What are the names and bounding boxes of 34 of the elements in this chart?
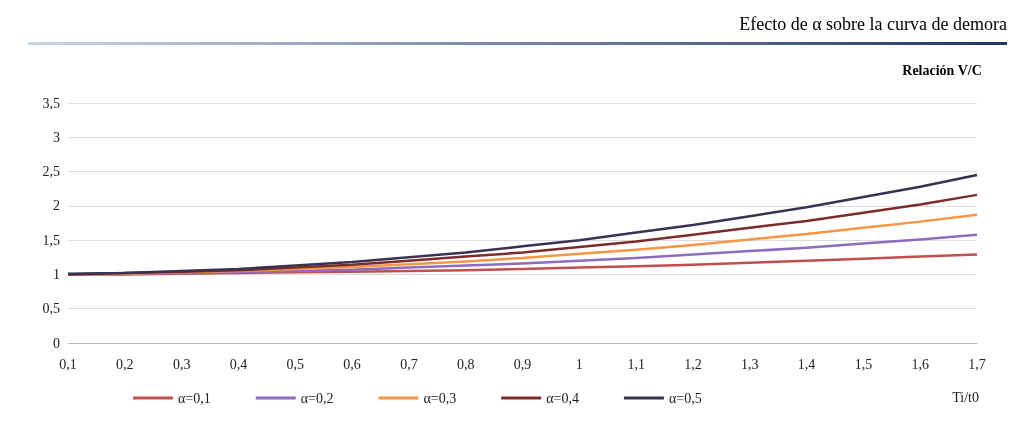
y-tick-label: 3,5	[42, 95, 60, 111]
legend-label: α=0,4	[546, 390, 579, 406]
y-tick-label: 0,5	[42, 301, 60, 317]
x-tick-label: 1,6	[911, 356, 929, 372]
x-tick-label: 1,3	[741, 356, 759, 372]
x-tick-label: 0,7	[400, 356, 418, 372]
x-tick-label: 1,5	[854, 356, 873, 372]
x-tick-label: 0,3	[172, 356, 191, 372]
x-tick-label: 0,9	[513, 356, 532, 372]
x-tick-label: 1	[575, 356, 583, 372]
y-tick-label: 3	[53, 129, 60, 145]
legend-label: α=0,2	[300, 390, 334, 406]
x-tick-label: 1,4	[797, 356, 816, 372]
legend-label: α=0,1	[178, 390, 211, 406]
y-tick-label: 1,5	[42, 232, 60, 248]
y-tick-label: 2,5	[42, 164, 60, 180]
line-series	[66, 173, 979, 275]
x-tick-label: 0,2	[116, 356, 134, 372]
x-tick-label: 0,5	[286, 356, 304, 372]
y-tick-label: 0	[53, 335, 60, 351]
y-tick-label: 1	[53, 266, 60, 282]
chart-title: Efecto de α sobre la curva de demora	[739, 14, 1007, 35]
x-tick-label: 0,8	[456, 356, 475, 372]
x-tick-label: 0,1	[59, 356, 77, 372]
y-tick-label: 2	[53, 198, 60, 214]
x-axis-title: Ti/t0	[952, 389, 980, 405]
x-tick-label: 1,2	[684, 356, 702, 372]
legend-label: α=0,3	[423, 390, 457, 406]
x-tick-label: 1,7	[968, 356, 986, 372]
x-tick-label: 0,6	[343, 356, 361, 372]
x-tick-label: 0,4	[229, 356, 248, 372]
legend-label: α=0,5	[668, 390, 702, 406]
y-axis-title: Relación V/C	[902, 62, 982, 78]
x-tick-label: 1,1	[627, 356, 645, 372]
